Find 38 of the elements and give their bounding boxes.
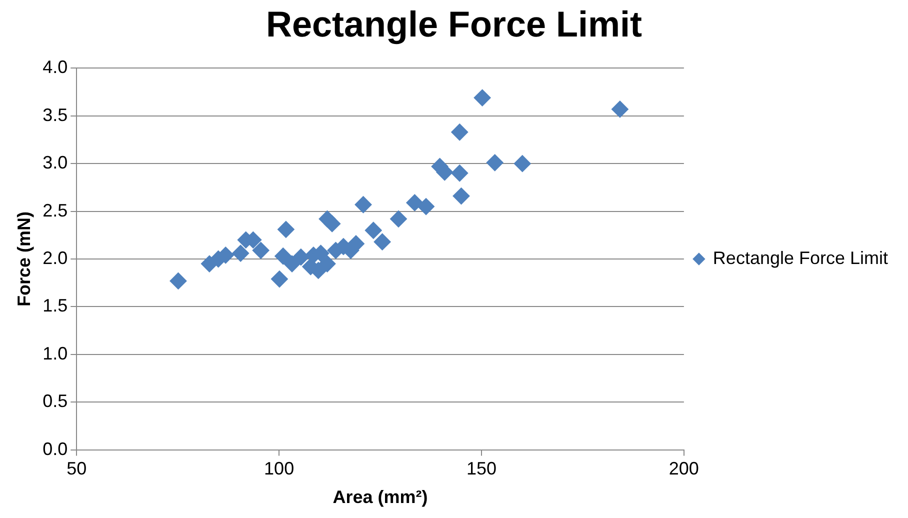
point xyxy=(452,188,470,205)
point xyxy=(374,233,391,250)
point xyxy=(364,222,382,239)
y-tick-label: 1.0 xyxy=(42,343,68,364)
y-axis-title: Force (mN) xyxy=(14,211,34,307)
point xyxy=(451,124,468,141)
x-tick-label: 50 xyxy=(66,458,87,479)
point xyxy=(277,220,294,238)
point xyxy=(324,215,341,232)
x-tick-label: 100 xyxy=(264,458,294,479)
point xyxy=(486,154,504,172)
x-axis-title: Area (mm²) xyxy=(332,487,428,508)
point xyxy=(390,210,407,228)
y-tick-label: 4.0 xyxy=(42,57,68,78)
y-tick-label: 0.0 xyxy=(42,438,68,459)
x-tick-label: 200 xyxy=(668,458,699,479)
legend-label: Rectangle Force Limit xyxy=(712,248,888,268)
y-tick-label: 1.5 xyxy=(42,296,68,316)
point xyxy=(270,270,288,288)
y-tick-label: 2.0 xyxy=(42,248,68,268)
y-tick-label: 2.5 xyxy=(42,200,68,220)
point xyxy=(514,155,531,172)
point xyxy=(474,89,491,106)
point xyxy=(406,194,424,212)
y-tick-label: 3.5 xyxy=(42,104,68,125)
point xyxy=(611,100,628,118)
chart-title: Rectangle Force Limit xyxy=(266,4,642,45)
point xyxy=(170,272,187,290)
y-tick-label: 0.5 xyxy=(42,391,68,412)
point xyxy=(354,196,372,214)
point xyxy=(451,164,468,182)
x-tick-label: 150 xyxy=(466,458,497,479)
y-tick-label: 3.0 xyxy=(42,152,68,173)
point xyxy=(252,242,270,259)
point xyxy=(274,248,292,265)
point xyxy=(418,198,435,216)
point xyxy=(292,248,310,266)
point xyxy=(232,244,250,262)
